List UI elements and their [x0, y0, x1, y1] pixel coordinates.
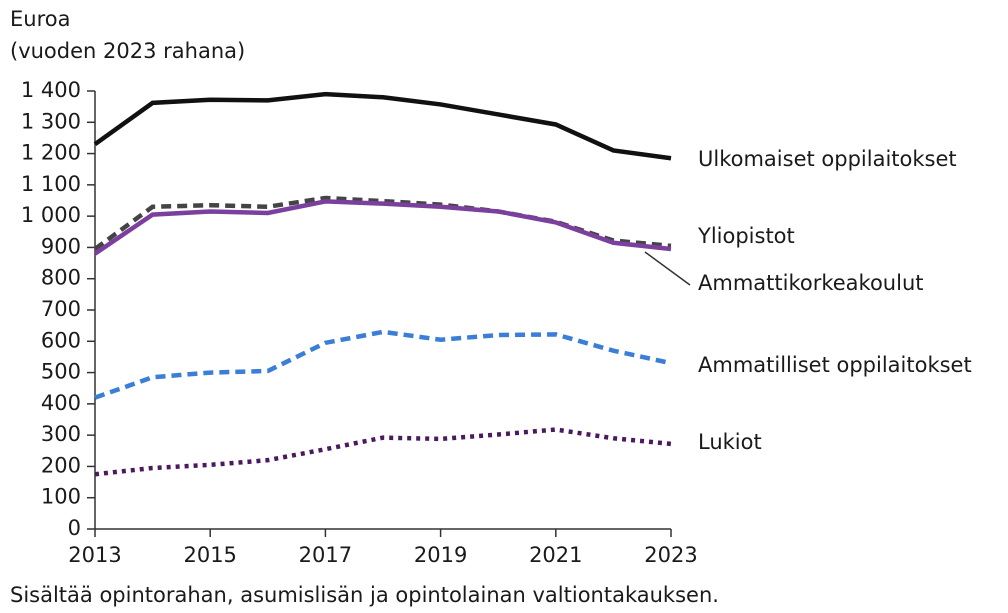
y-tick-label: 1 400 [21, 78, 81, 102]
y-tick-label: 0 [68, 516, 81, 540]
y-tick-label: 400 [41, 391, 81, 415]
x-tick-label: 2021 [529, 543, 582, 567]
x-tick-label: 2023 [644, 543, 697, 567]
series-label: Lukiot [698, 430, 762, 454]
y-tick-label: 900 [41, 234, 81, 258]
series-label: Ammattikorkeakoulut [698, 271, 924, 295]
y-tick-label: 1 000 [21, 203, 81, 227]
series-line [94, 427, 672, 477]
y-tick-label: 1 100 [21, 172, 81, 196]
y-tick-label: 300 [41, 422, 81, 446]
y-tick-label: 800 [41, 266, 81, 290]
y-tick-label: 700 [41, 297, 81, 321]
x-tick-label: 2015 [183, 543, 236, 567]
series-label: Ulkomaiset oppilaitokset [698, 147, 957, 171]
y-tick-label: 200 [41, 453, 81, 477]
x-tick-label: 2019 [414, 543, 467, 567]
series-line [94, 329, 672, 400]
series-line [93, 199, 672, 256]
y-tick-label: 1 200 [21, 141, 81, 165]
x-tick-label: 2013 [68, 543, 121, 567]
y-tick-label: 600 [41, 328, 81, 352]
series-line [93, 91, 672, 161]
y-tick-label: 1 300 [21, 109, 81, 133]
series-label: Yliopistot [697, 224, 795, 248]
leader-line [644, 251, 691, 286]
y-axis-label: (vuoden 2023 rahana) [10, 39, 245, 63]
y-tick-label: 500 [41, 360, 81, 384]
series-label: Ammatilliset oppilaitokset [698, 353, 972, 377]
note: Sisältää opintorahan, asumislisän ja opi… [10, 583, 719, 607]
y-tick-label: 100 [41, 485, 81, 509]
x-tick-label: 2017 [299, 543, 352, 567]
y-axis-label: Euroa [10, 7, 70, 31]
